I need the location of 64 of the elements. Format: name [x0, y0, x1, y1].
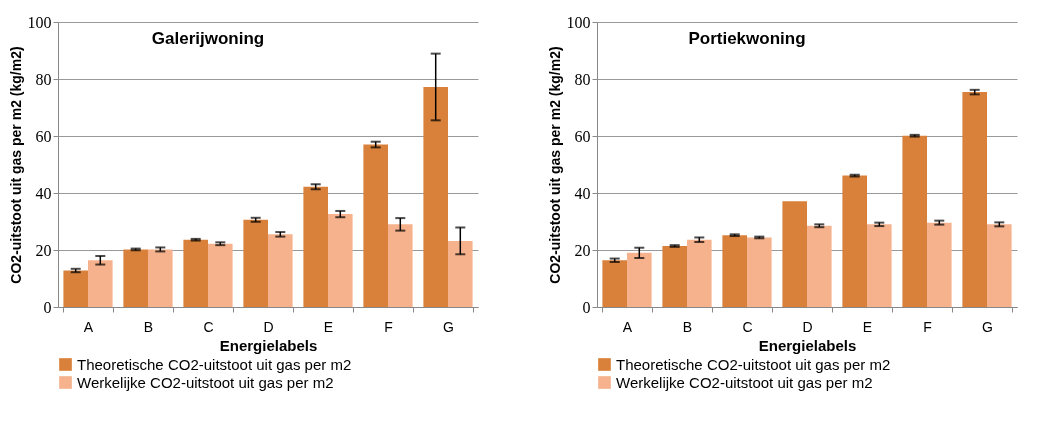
- y-tick-label: 20: [35, 241, 52, 259]
- bar: [183, 239, 208, 307]
- bar: [243, 219, 268, 307]
- y-tick-label: 0: [582, 298, 591, 316]
- bar: [782, 201, 807, 307]
- x-tick-label: F: [923, 318, 932, 335]
- bar: [388, 224, 413, 307]
- bar: [842, 175, 867, 307]
- bar: [448, 240, 473, 307]
- x-tick-label: C: [742, 318, 753, 335]
- bar: [722, 235, 747, 307]
- x-tick-label: G: [982, 318, 993, 335]
- x-tick-label: E: [862, 318, 873, 335]
- bar: [303, 186, 328, 307]
- y-tick-label: 80: [35, 70, 52, 88]
- y-tick-label: 40: [574, 184, 591, 202]
- x-tick-label: A: [622, 318, 633, 335]
- bar: [602, 260, 627, 307]
- legend-label: Werkelijke CO2-uitstoot uit gas per m2: [616, 373, 873, 391]
- bar: [423, 86, 448, 307]
- x-tick-label: F: [384, 318, 393, 335]
- y-tick-label: 0: [43, 298, 52, 316]
- bar: [627, 252, 652, 307]
- y-axis-title: CO2-uitstoot uit gas per m2 (kg/m2): [7, 46, 24, 284]
- bar: [867, 224, 892, 307]
- legend-label: Theoretische CO2-uitstoot uit gas per m2: [616, 355, 891, 373]
- y-tick-label: 60: [35, 127, 52, 145]
- x-tick-label: D: [263, 318, 274, 335]
- bar: [363, 144, 388, 307]
- chart-title: Portiekwoning: [688, 29, 806, 48]
- bar: [148, 249, 173, 307]
- legend-label: Theoretische CO2-uitstoot uit gas per m2: [77, 355, 352, 373]
- bar: [63, 270, 88, 307]
- bar: [962, 92, 987, 307]
- bar: [747, 237, 772, 307]
- bar: [687, 239, 712, 307]
- x-tick-label: G: [443, 318, 454, 335]
- x-axis-title: Energielabels: [758, 336, 857, 354]
- y-tick-label: 100: [566, 13, 591, 31]
- bar: [987, 224, 1012, 307]
- y-tick-label: 60: [574, 127, 591, 145]
- x-tick-label: B: [682, 318, 693, 335]
- bar: [88, 260, 113, 307]
- bar: [268, 234, 293, 307]
- y-tick-label: 40: [35, 184, 52, 202]
- y-axis-title: CO2-uitstoot uit gas per m2 (kg/m2): [546, 46, 563, 284]
- bar: [927, 222, 952, 307]
- x-tick-label: C: [203, 318, 214, 335]
- bar: [208, 243, 233, 307]
- bar: [123, 249, 148, 307]
- legend-label: Werkelijke CO2-uitstoot uit gas per m2: [77, 373, 334, 391]
- x-tick-label: B: [143, 318, 154, 335]
- bar: [807, 225, 832, 307]
- y-tick-label: 100: [27, 13, 52, 31]
- chart-title: Galerijwoning: [151, 29, 265, 48]
- x-tick-label: E: [323, 318, 334, 335]
- x-tick-label: D: [802, 318, 813, 335]
- x-axis-title: Energielabels: [219, 336, 318, 354]
- bar: [902, 135, 927, 307]
- y-tick-label: 20: [574, 241, 591, 259]
- bar: [662, 246, 687, 307]
- x-tick-label: A: [83, 318, 94, 335]
- y-tick-label: 80: [574, 70, 591, 88]
- bar: [328, 214, 353, 307]
